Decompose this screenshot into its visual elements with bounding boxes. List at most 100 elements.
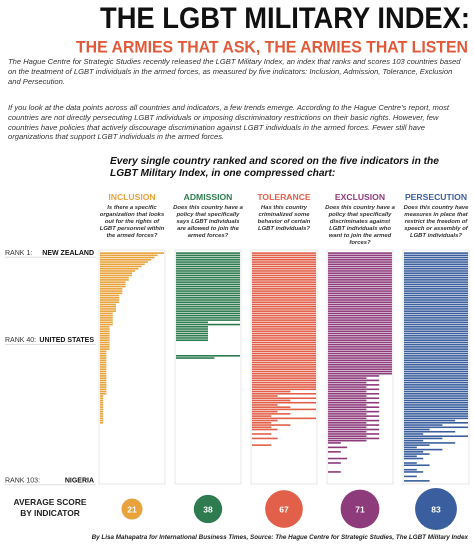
bar bbox=[404, 332, 468, 335]
bar bbox=[404, 406, 468, 408]
bar bbox=[404, 377, 468, 379]
bar bbox=[252, 346, 316, 348]
bar bbox=[328, 359, 392, 362]
bar bbox=[100, 419, 104, 422]
bar bbox=[404, 303, 468, 306]
bar bbox=[328, 408, 367, 411]
bar bbox=[328, 337, 392, 339]
bar bbox=[328, 285, 392, 288]
bar bbox=[100, 370, 107, 373]
bar bbox=[100, 305, 116, 308]
bar bbox=[328, 294, 392, 297]
bar bbox=[252, 417, 316, 420]
bar bbox=[100, 381, 107, 384]
bar bbox=[252, 337, 316, 339]
bar bbox=[328, 276, 392, 279]
bar bbox=[100, 267, 139, 270]
bar bbox=[100, 294, 120, 297]
bar bbox=[404, 430, 456, 433]
bar bbox=[328, 388, 380, 391]
bar bbox=[176, 328, 208, 330]
bar bbox=[328, 377, 367, 379]
bar bbox=[328, 437, 380, 440]
bar bbox=[404, 439, 424, 442]
bar bbox=[404, 457, 424, 460]
subtitle: THE ARMIES THAT ASK, THE ARMIES THAT LIS… bbox=[76, 37, 468, 56]
bar bbox=[100, 406, 104, 408]
bar bbox=[176, 332, 208, 335]
bar bbox=[100, 410, 104, 413]
bar bbox=[404, 350, 468, 353]
bar bbox=[328, 258, 392, 261]
bar bbox=[176, 290, 240, 292]
average-label: AVERAGE SCORE BY INDICATOR bbox=[13, 497, 87, 518]
bar bbox=[252, 357, 316, 359]
bar bbox=[328, 305, 392, 308]
bar bbox=[252, 377, 316, 379]
bar bbox=[252, 263, 316, 266]
bar bbox=[100, 254, 158, 257]
bar bbox=[252, 384, 316, 386]
bar bbox=[176, 321, 208, 324]
bar bbox=[176, 261, 240, 263]
bar bbox=[404, 296, 468, 299]
bar bbox=[252, 388, 316, 391]
bar bbox=[328, 348, 392, 350]
bar bbox=[404, 475, 417, 478]
column-description: Is there a specific organization that lo… bbox=[99, 205, 165, 239]
bar bbox=[404, 424, 443, 426]
bar bbox=[328, 301, 392, 304]
average-circle bbox=[193, 494, 223, 524]
bar bbox=[252, 419, 278, 422]
bar bbox=[404, 480, 430, 482]
bar bbox=[100, 399, 104, 402]
bar bbox=[328, 435, 367, 438]
bar bbox=[328, 290, 392, 292]
bar bbox=[404, 363, 468, 366]
bar bbox=[252, 379, 316, 382]
bar bbox=[252, 312, 316, 315]
bar bbox=[328, 410, 380, 413]
bar bbox=[404, 375, 468, 377]
bar bbox=[252, 437, 278, 440]
bar bbox=[176, 317, 240, 319]
bar bbox=[100, 352, 107, 355]
bar bbox=[328, 341, 392, 344]
bar bbox=[328, 379, 380, 382]
bar bbox=[404, 428, 430, 431]
bar bbox=[252, 288, 316, 290]
bar bbox=[100, 314, 113, 317]
bar bbox=[404, 352, 468, 355]
bar bbox=[252, 343, 316, 346]
source: By Lisa Mahapatra for International Busi… bbox=[91, 534, 468, 541]
bar bbox=[100, 303, 116, 306]
bar bbox=[100, 288, 123, 290]
bar bbox=[252, 428, 278, 431]
bar bbox=[328, 346, 392, 348]
bar bbox=[252, 319, 316, 321]
bar bbox=[252, 281, 316, 283]
bar bbox=[404, 317, 468, 319]
bar bbox=[100, 252, 164, 254]
bar bbox=[328, 413, 367, 415]
bar bbox=[328, 299, 392, 301]
bar bbox=[404, 426, 468, 429]
bar bbox=[100, 301, 120, 304]
bar bbox=[252, 395, 278, 397]
bar bbox=[404, 267, 468, 270]
bar bbox=[252, 270, 316, 272]
bar bbox=[176, 312, 240, 315]
bar bbox=[176, 299, 240, 301]
bar bbox=[328, 308, 392, 310]
bar bbox=[404, 422, 468, 424]
bar bbox=[328, 303, 392, 306]
bar bbox=[404, 343, 468, 346]
bar bbox=[252, 274, 316, 277]
bar bbox=[404, 448, 443, 451]
bar bbox=[252, 285, 316, 288]
bar bbox=[100, 256, 155, 259]
bar bbox=[404, 390, 468, 393]
column-frame bbox=[402, 249, 470, 485]
bar bbox=[252, 301, 316, 304]
